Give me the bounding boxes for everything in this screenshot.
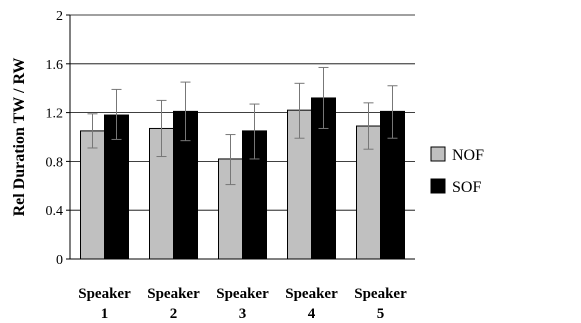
y-tick-label: 0.8 <box>46 155 64 170</box>
error-bar <box>318 66 329 129</box>
x-tick-label: 1 <box>101 306 109 322</box>
legend-label-nof: NOF <box>452 147 484 164</box>
x-tick-labels: Speaker 1 Speaker 2 Speaker 3 Speaker 4 Speaker 5 <box>78 286 407 322</box>
bars-layer <box>80 97 405 260</box>
axes <box>66 14 415 260</box>
error-bars-layer <box>87 66 398 186</box>
y-tick-label: 0.4 <box>46 204 64 219</box>
x-tick-label: Speaker <box>285 286 338 302</box>
error-bar <box>87 113 98 149</box>
y-tick-label: 1.2 <box>46 107 64 122</box>
y-axis-label: Rel Duration TW / RW <box>11 58 28 217</box>
legend-swatch-nof <box>430 146 446 162</box>
error-bar <box>156 99 167 158</box>
legend: NOF SOF <box>430 146 484 196</box>
error-bar <box>294 82 305 139</box>
y-tick-label: 1.6 <box>46 58 64 73</box>
error-bar <box>111 88 122 140</box>
error-bar <box>180 81 191 142</box>
error-bar <box>225 134 236 186</box>
error-bar <box>387 85 398 139</box>
y-tick-label: 0 <box>56 253 63 268</box>
x-tick-label: Speaker <box>216 286 269 302</box>
legend-swatch-sof <box>430 178 446 194</box>
x-tick-label: Speaker <box>354 286 407 302</box>
y-tick-label: 2 <box>56 9 63 24</box>
x-tick-label: Speaker <box>147 286 200 302</box>
error-bar <box>363 102 374 150</box>
bar-nof <box>80 130 105 260</box>
x-tick-label: 4 <box>308 306 316 322</box>
x-tick-label: 5 <box>377 306 385 322</box>
x-tick-label: 2 <box>170 306 178 322</box>
error-bar <box>249 103 260 160</box>
x-tick-label: Speaker <box>78 286 131 302</box>
y-tick-labels: 0 0.4 0.8 1.2 1.6 2 <box>46 9 64 268</box>
x-tick-label: 3 <box>239 306 247 322</box>
legend-label-sof: SOF <box>452 179 481 196</box>
